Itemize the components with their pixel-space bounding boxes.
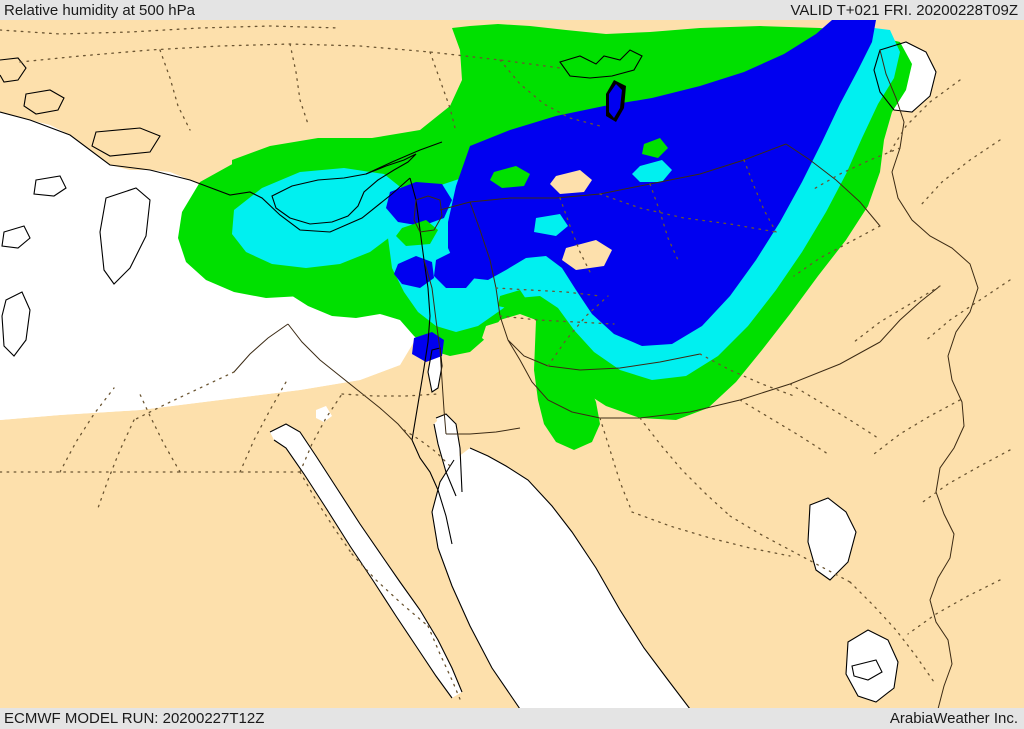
humidity-band-blue [386, 20, 876, 362]
cyan-hole-2 [534, 214, 568, 236]
blue-spot-2 [434, 250, 478, 288]
sea-eastern-mediterranean [0, 150, 420, 420]
valid-time-label: VALID T+021 FRI. 20200228T09Z [790, 2, 1019, 19]
humidity-dry-pockets [396, 138, 672, 348]
green-hole-2 [396, 220, 438, 246]
island-aegean-2 [24, 90, 64, 114]
sea-red-sea [432, 448, 690, 709]
lake-small-1 [316, 406, 332, 422]
cyan-hole-1 [632, 160, 672, 182]
cyan-contour-cyprus [232, 168, 406, 268]
header-bar: Relative humidity at 500 hPa VALID T+021… [0, 0, 1024, 21]
lake-saudi-1 [808, 498, 856, 580]
green-hole-4 [642, 138, 668, 158]
lake-saudi-3 [852, 660, 882, 680]
map-graphic [0, 20, 1024, 709]
island-aegean-3 [92, 128, 160, 156]
green-contour-tail [534, 320, 600, 450]
admin-borders-layer [0, 25, 1011, 705]
blue-core-lebanon [386, 182, 452, 226]
tan-hole-3 [482, 318, 528, 348]
island-aegean-1 [0, 58, 26, 82]
sea-gulf-of-aqaba [436, 414, 460, 470]
tan-hole-1 [550, 170, 592, 194]
tan-hole-2 [562, 240, 612, 270]
blue-spot-3 [412, 332, 444, 362]
green-hole-3 [498, 290, 528, 310]
sea-gulf-of-suez [270, 424, 462, 698]
blue-spot-1 [394, 256, 434, 288]
blue-core-main [448, 20, 876, 346]
sea-gulf-of-aqaba-2 [434, 420, 462, 496]
green-hole-1 [490, 166, 530, 188]
footer-bar: ECMWF MODEL RUN: 20200227T12Z ArabiaWeat… [0, 708, 1024, 729]
model-run-label: ECMWF MODEL RUN: 20200227T12Z [4, 710, 265, 727]
attribution-label: ArabiaWeather Inc. [889, 710, 1018, 727]
map-canvas[interactable] [0, 20, 1024, 709]
lake-inside-blue [609, 84, 622, 118]
national-borders-layer [233, 49, 979, 709]
page-title: Relative humidity at 500 hPa [4, 2, 195, 19]
